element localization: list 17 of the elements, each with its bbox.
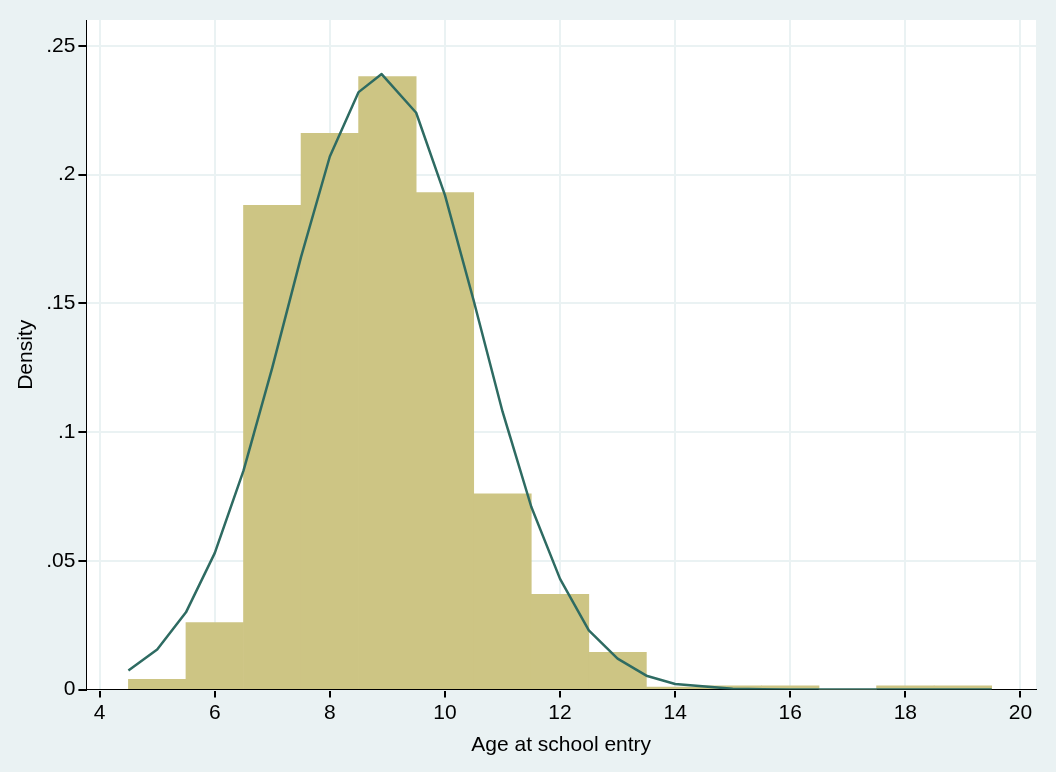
y-tick-label: 0	[63, 676, 76, 700]
x-tick-label: 12	[548, 700, 572, 723]
y-tick-label: .25	[46, 32, 76, 56]
x-tick-label: 20	[1008, 700, 1033, 723]
x-tick-label: 18	[893, 700, 918, 723]
y-tick-label: .1	[57, 418, 76, 442]
x-axis-title: Age at school entry	[471, 732, 652, 756]
x-tick-label: 14	[663, 700, 688, 723]
x-tick-label: 16	[778, 700, 802, 723]
y-tick-label: .15	[46, 290, 76, 314]
y-tick-label: .05	[46, 547, 76, 571]
y-tick-label: .2	[57, 161, 76, 185]
x-tick-label: 6	[208, 700, 221, 723]
x-tick-label: 8	[323, 700, 336, 723]
x-tick-label: 10	[433, 700, 457, 723]
y-axis-title: Density	[13, 319, 37, 390]
x-tick-label: 4	[93, 700, 106, 723]
